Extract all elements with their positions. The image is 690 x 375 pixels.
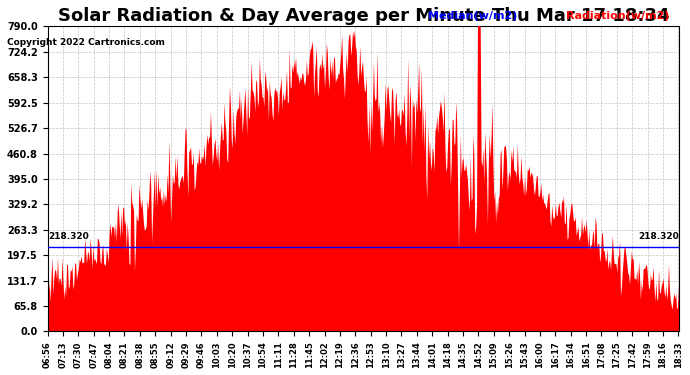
Text: Radiation(w/m2): Radiation(w/m2) [566, 11, 669, 21]
Text: Median(w/m2): Median(w/m2) [428, 11, 518, 21]
Text: Copyright 2022 Cartronics.com: Copyright 2022 Cartronics.com [7, 38, 165, 47]
Title: Solar Radiation & Day Average per Minute Thu Mar 17 18:34: Solar Radiation & Day Average per Minute… [58, 7, 669, 25]
Text: 218.320: 218.320 [48, 232, 89, 241]
Text: 218.320: 218.320 [638, 232, 679, 241]
